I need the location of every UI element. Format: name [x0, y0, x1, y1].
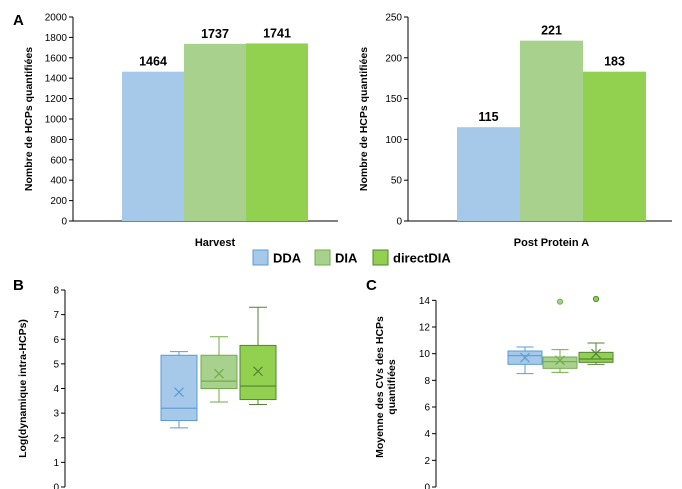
y-tick-label: 2000 [45, 13, 68, 24]
y-tick-label: 0 [61, 217, 67, 228]
data-label: 1741 [263, 26, 291, 40]
x-axis-label: Post Protein A [514, 237, 589, 249]
box-dia [542, 356, 578, 369]
data-label: 221 [541, 24, 562, 38]
panel-letter-c: C [366, 277, 377, 294]
outlier-point-directdia [592, 295, 600, 303]
bar-chart-harvest: 0 200 400 600 800 1000 1200 1400 1600 1800 2000 146… [23, 13, 338, 249]
data-label: 183 [604, 55, 625, 69]
y-axis-label: quantifiées [386, 359, 398, 415]
y-tick-label: 50 [391, 176, 403, 187]
bar-directdia [583, 71, 646, 221]
y-tick-label: 150 [385, 94, 402, 105]
data-label: 1464 [139, 55, 167, 69]
y-tick-label: 3 [53, 409, 59, 420]
box-directdia [578, 351, 614, 363]
mean-marker-dia [214, 368, 224, 379]
bar-dda [457, 127, 520, 221]
y-tick-label: 2 [53, 433, 59, 444]
y-axis-label: Nombre de HCPs quantifiées [23, 47, 35, 191]
y-tick-label: 100 [385, 135, 402, 146]
y-tick-label: 4 [424, 429, 430, 440]
y-tick-label: 0 [53, 483, 59, 489]
y-tick-label: 10 [419, 349, 431, 360]
y-tick-label: 1600 [45, 53, 68, 64]
bar-directdia [246, 43, 308, 221]
y-tick-label: 800 [50, 135, 67, 146]
y-tick-label: 200 [385, 53, 402, 64]
data-label: 115 [478, 110, 498, 124]
legend-swatch-dda [252, 249, 269, 266]
y-tick-label: 1 [53, 458, 59, 469]
y-axis-label: Moyenne des CVs des HCPs [374, 316, 386, 458]
y-axis-label: Log(dynamique intra-HCPs) [17, 319, 29, 458]
box-directdia [239, 344, 277, 401]
y-tick-label: 400 [50, 176, 67, 187]
y-tick-label: 6 [424, 403, 430, 414]
y-tick-label: 600 [50, 155, 67, 166]
bar-dia [184, 43, 246, 221]
y-tick-label: 0 [424, 483, 430, 489]
box-dda [160, 354, 198, 422]
bar-chart-post-protein-a: 0 50 100 150 200 250 115 221 183 Post Protein A No… [358, 13, 672, 249]
mean-marker-dda [520, 352, 530, 363]
y-tick-label: 8 [424, 376, 430, 387]
y-tick-label: 5 [53, 359, 59, 370]
y-tick-label: 14 [419, 296, 431, 307]
legend-label-directdia: directDIA [393, 251, 451, 266]
bar-dia [520, 40, 583, 221]
y-tick-label: 4 [53, 384, 59, 395]
outlier-point-dia [556, 298, 564, 305]
box-dia [200, 354, 238, 390]
y-tick-label: 1800 [45, 33, 68, 44]
y-tick-label: 2 [424, 456, 430, 467]
y-tick-label: 6 [53, 335, 59, 346]
y-tick-label: 200 [50, 196, 67, 207]
data-label: 1737 [201, 27, 229, 41]
legend: DDA DIA directDIA [252, 249, 451, 266]
legend-swatch-dia [314, 249, 331, 266]
y-axis-label: Nombre de HCPs quantifiées [358, 47, 370, 191]
y-tick-label: 8 [53, 286, 59, 297]
y-tick-label: 1400 [45, 74, 68, 85]
y-tick-label: 0 [396, 217, 402, 228]
mean-marker-dda [174, 387, 184, 398]
mean-marker-directdia [253, 366, 263, 377]
legend-label-dda: DDA [273, 251, 302, 266]
box-chart-dynamic-range: 0 1 2 3 4 5 6 7 8 Log(dynamique intra-HCPs) [17, 286, 277, 489]
y-tick-label: 12 [419, 323, 431, 334]
y-tick-label: 7 [53, 310, 59, 321]
legend-label-dia: DIA [335, 251, 358, 266]
bar-dda [122, 71, 184, 221]
legend-swatch-directdia [372, 249, 389, 266]
y-tick-label: 1000 [45, 115, 68, 126]
y-tick-label: 1200 [45, 94, 68, 105]
y-tick-label: 250 [385, 13, 402, 24]
panel-letter-b: B [13, 277, 24, 294]
x-axis-label: Harvest [195, 237, 236, 249]
mean-marker-directdia [591, 348, 601, 359]
mean-marker-dia [555, 355, 565, 366]
panel-letter-a: A [13, 12, 24, 29]
box-chart-cv: 0 2 4 6 8 10 12 14 Moyenne des CVs des HCPs quant… [374, 295, 614, 489]
